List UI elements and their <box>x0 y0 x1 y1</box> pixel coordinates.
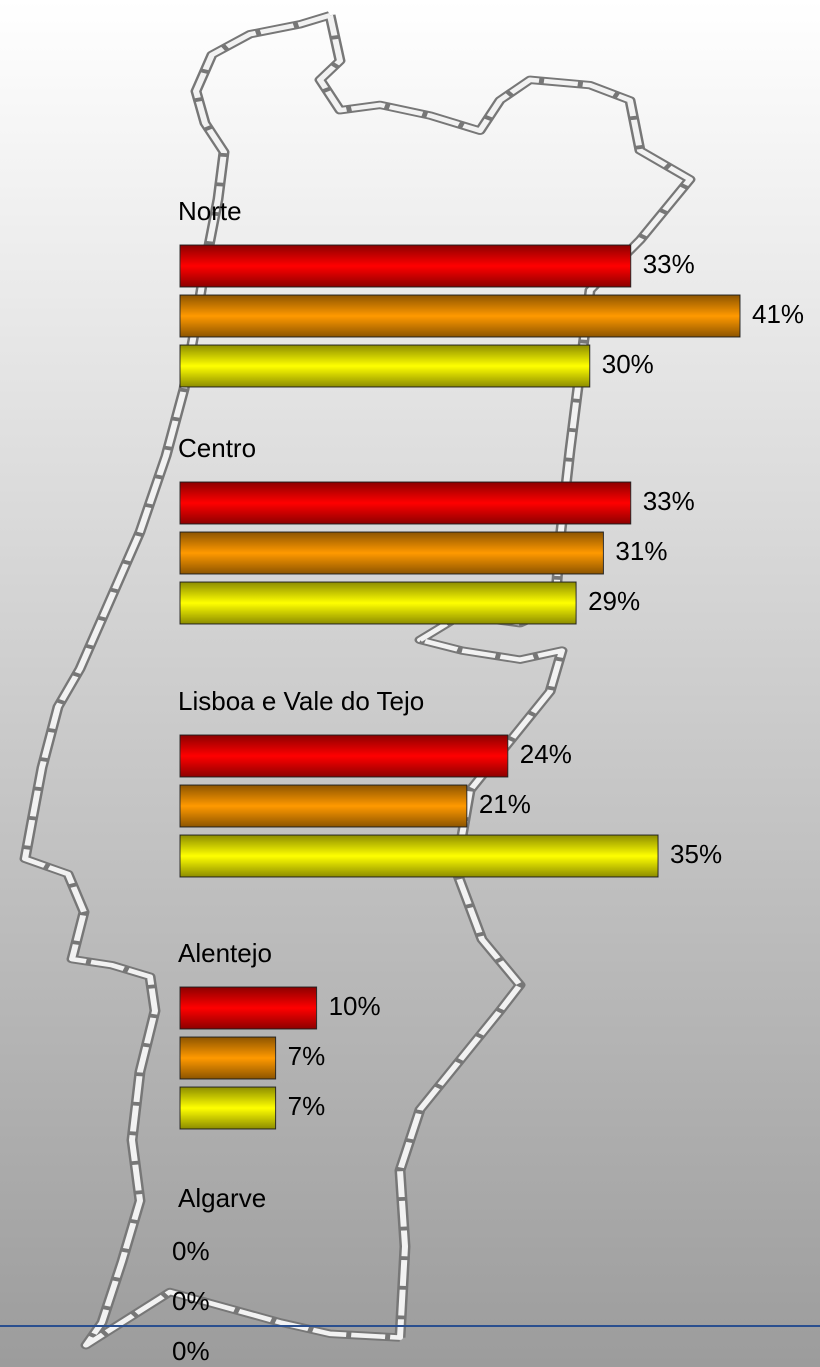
value-label: 31% <box>615 536 667 566</box>
bar-shade <box>180 785 467 827</box>
bar-shade <box>180 245 631 287</box>
category-label: Lisboa e Vale do Tejo <box>178 686 424 716</box>
value-label: 21% <box>479 789 531 819</box>
bar-shade <box>180 345 590 387</box>
value-label: 7% <box>288 1041 326 1071</box>
value-label: 33% <box>643 486 695 516</box>
value-label: 33% <box>643 249 695 279</box>
bar-shade <box>180 482 631 524</box>
bar-shade <box>180 295 740 337</box>
value-label: 0% <box>172 1236 210 1266</box>
category-label: Algarve <box>178 1183 266 1213</box>
bar-shade <box>180 582 577 624</box>
value-label: 41% <box>752 299 804 329</box>
value-label: 30% <box>602 349 654 379</box>
bar-shade <box>180 835 659 877</box>
category-label: Alentejo <box>178 938 272 968</box>
value-label: 7% <box>288 1091 326 1121</box>
value-label: 10% <box>329 991 381 1021</box>
bar-shade <box>180 987 317 1029</box>
bar-shade <box>180 1037 276 1079</box>
bar-shade <box>180 532 604 574</box>
value-label: 35% <box>670 839 722 869</box>
category-label: Norte <box>178 196 242 226</box>
value-label: 0% <box>172 1286 210 1316</box>
value-label: 0% <box>172 1336 210 1366</box>
value-label: 24% <box>520 739 572 769</box>
bar-shade <box>180 735 508 777</box>
category-label: Centro <box>178 433 256 463</box>
value-label: 29% <box>588 586 640 616</box>
bar-shade <box>180 1087 276 1129</box>
